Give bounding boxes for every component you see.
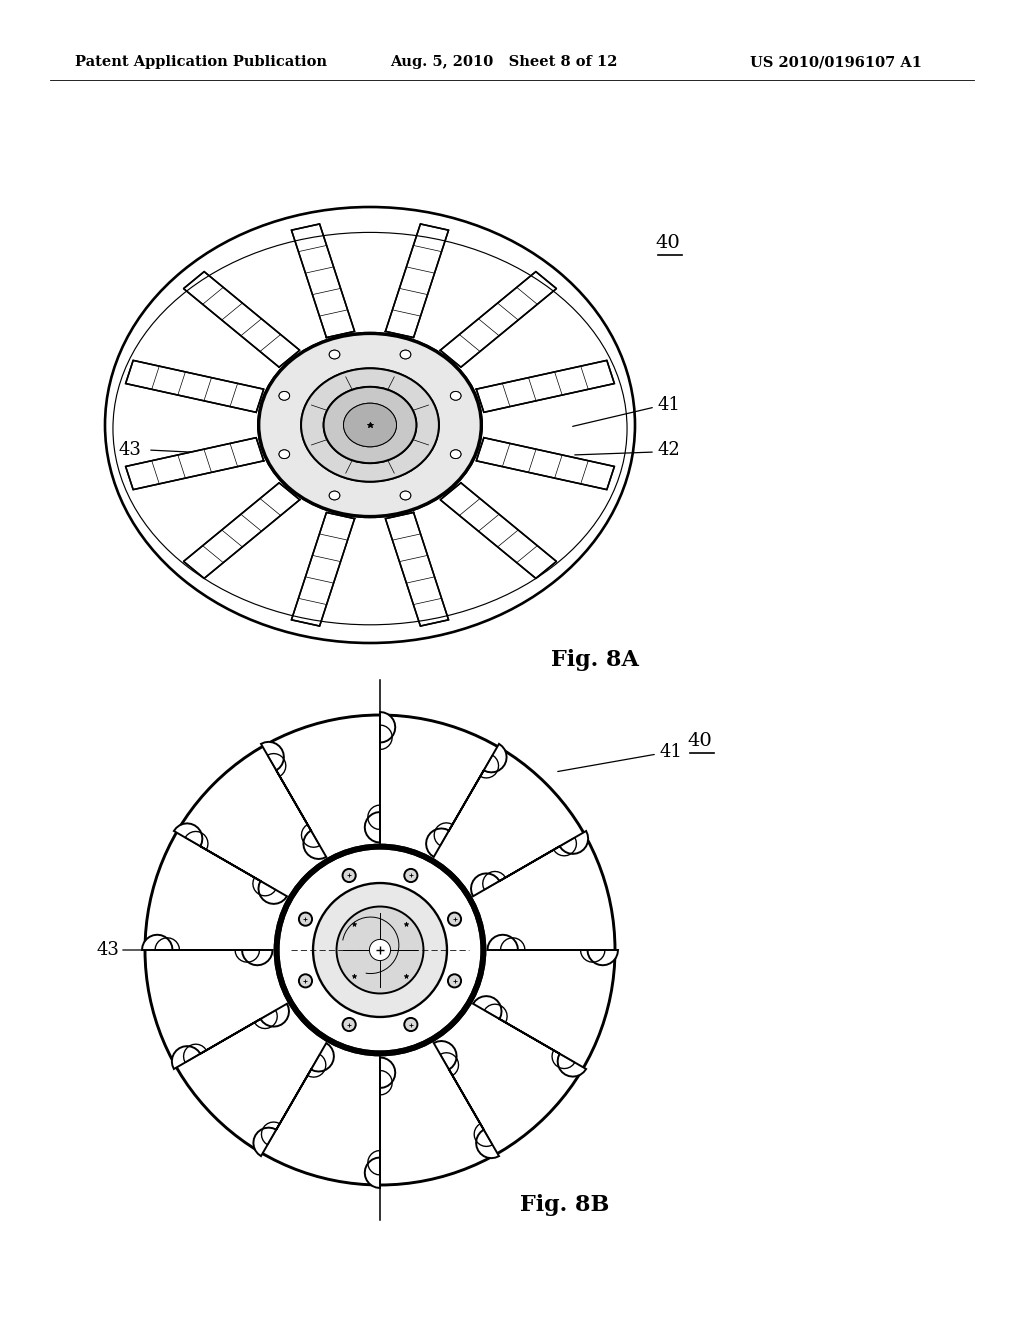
- Polygon shape: [471, 832, 588, 896]
- Circle shape: [313, 883, 446, 1016]
- Text: 40: 40: [688, 733, 713, 750]
- Ellipse shape: [400, 350, 411, 359]
- Polygon shape: [476, 438, 614, 490]
- Ellipse shape: [343, 403, 396, 446]
- Circle shape: [370, 940, 390, 961]
- Ellipse shape: [279, 392, 290, 400]
- Ellipse shape: [324, 387, 417, 463]
- Text: 41: 41: [658, 396, 681, 414]
- Ellipse shape: [400, 491, 411, 500]
- Circle shape: [299, 974, 312, 987]
- Ellipse shape: [400, 350, 411, 359]
- Polygon shape: [292, 512, 354, 626]
- Polygon shape: [476, 360, 614, 412]
- Polygon shape: [261, 742, 327, 859]
- Ellipse shape: [451, 450, 461, 458]
- Ellipse shape: [451, 450, 461, 458]
- Polygon shape: [440, 272, 556, 367]
- Polygon shape: [183, 272, 300, 367]
- Polygon shape: [172, 1003, 289, 1069]
- Ellipse shape: [301, 368, 439, 482]
- Ellipse shape: [451, 392, 461, 400]
- Polygon shape: [434, 1041, 499, 1158]
- Ellipse shape: [259, 334, 481, 516]
- Polygon shape: [365, 711, 395, 842]
- Text: 40: 40: [655, 234, 680, 252]
- Text: 43: 43: [119, 441, 141, 459]
- Ellipse shape: [343, 403, 396, 446]
- Ellipse shape: [279, 450, 290, 458]
- Polygon shape: [473, 997, 586, 1077]
- Ellipse shape: [400, 491, 411, 500]
- Circle shape: [404, 869, 418, 882]
- Polygon shape: [292, 224, 354, 338]
- Polygon shape: [253, 1043, 334, 1156]
- Ellipse shape: [324, 387, 417, 463]
- Ellipse shape: [329, 491, 340, 500]
- Circle shape: [343, 1018, 355, 1031]
- Polygon shape: [385, 224, 449, 338]
- Ellipse shape: [301, 368, 439, 482]
- Text: Patent Application Publication: Patent Application Publication: [75, 55, 327, 69]
- Ellipse shape: [329, 350, 340, 359]
- Ellipse shape: [279, 392, 290, 400]
- Circle shape: [276, 846, 483, 1053]
- Polygon shape: [426, 744, 507, 857]
- Text: Fig. 8B: Fig. 8B: [520, 1195, 609, 1216]
- Circle shape: [447, 912, 461, 925]
- Polygon shape: [142, 935, 272, 965]
- Ellipse shape: [329, 491, 340, 500]
- Text: Fig. 8A: Fig. 8A: [551, 649, 639, 671]
- Ellipse shape: [329, 350, 340, 359]
- Polygon shape: [126, 360, 264, 412]
- Ellipse shape: [259, 334, 481, 516]
- Text: 42: 42: [658, 441, 681, 459]
- Polygon shape: [126, 438, 264, 490]
- Circle shape: [343, 869, 355, 882]
- Circle shape: [299, 912, 312, 925]
- Polygon shape: [385, 512, 449, 626]
- Circle shape: [337, 907, 424, 994]
- Polygon shape: [183, 483, 300, 578]
- Circle shape: [404, 1018, 418, 1031]
- Polygon shape: [487, 935, 618, 965]
- Text: 41: 41: [660, 743, 683, 762]
- Text: 43: 43: [96, 941, 120, 960]
- Ellipse shape: [279, 450, 290, 458]
- Polygon shape: [174, 824, 287, 904]
- Text: Aug. 5, 2010   Sheet 8 of 12: Aug. 5, 2010 Sheet 8 of 12: [390, 55, 617, 69]
- Text: US 2010/0196107 A1: US 2010/0196107 A1: [750, 55, 922, 69]
- Circle shape: [447, 974, 461, 987]
- Polygon shape: [440, 483, 556, 578]
- Ellipse shape: [451, 392, 461, 400]
- Polygon shape: [365, 1057, 395, 1188]
